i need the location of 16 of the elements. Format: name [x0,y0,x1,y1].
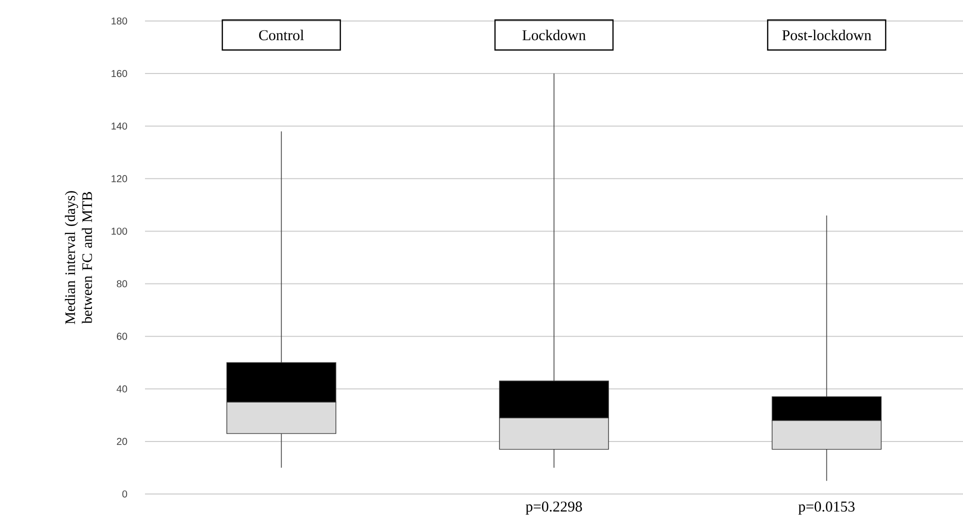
y-tick-label: 80 [116,280,128,288]
y-tick-label: 180 [112,17,128,25]
x-tick-label: Control [259,30,304,40]
y-tick-label: 60 [116,332,128,340]
y-tick-label: 20 [116,438,128,445]
y-tick-label: 100 [112,228,128,235]
x-tick-label: Post-lockdown [782,30,872,40]
text: p=0.2298 [526,502,582,515]
y-axis-title: Median interval (days) between FC and MTB [64,191,92,324]
x-tick-label: Lockdown [522,30,586,40]
text: p=0.0153 [798,502,855,515]
y-tick-label: 140 [112,122,128,130]
y-tick-label: 160 [112,70,128,78]
y-tick-label: 120 [112,175,128,182]
y-tick-label: 40 [116,385,128,392]
y-tick-label: 0 [122,490,128,498]
